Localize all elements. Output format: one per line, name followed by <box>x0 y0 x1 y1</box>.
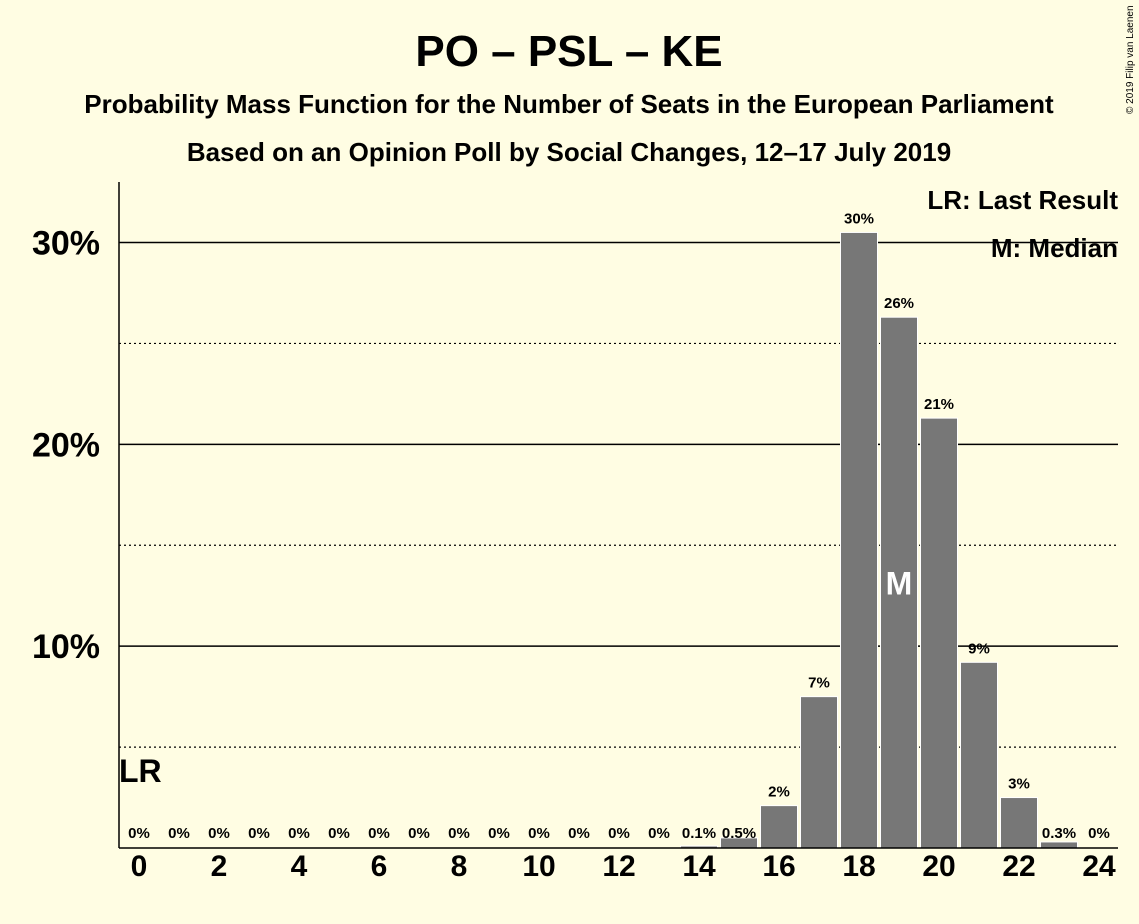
x-tick-label: 18 <box>842 850 875 883</box>
data-label: 0% <box>408 825 430 842</box>
data-label: 0% <box>488 825 510 842</box>
y-tick-label: 30% <box>32 225 100 263</box>
y-tick-label: 10% <box>32 628 100 666</box>
data-label: 0% <box>528 825 550 842</box>
data-label: 0% <box>368 825 390 842</box>
data-label: 0% <box>288 825 310 842</box>
data-label: 3% <box>1008 776 1030 793</box>
data-label: 7% <box>808 675 830 692</box>
x-tick-label: 2 <box>211 850 228 883</box>
x-tick-label: 20 <box>922 850 955 883</box>
data-label: 0.3% <box>1042 825 1076 842</box>
x-tick-label: 22 <box>1002 850 1035 883</box>
x-tick-label: 24 <box>1082 850 1116 883</box>
data-label: 0% <box>328 825 350 842</box>
data-label: 0% <box>648 825 670 842</box>
data-label: 9% <box>968 640 990 657</box>
x-tick-label: 12 <box>602 850 635 883</box>
data-label: 0% <box>1088 825 1110 842</box>
data-label: 2% <box>768 784 790 801</box>
data-label: 0.1% <box>682 825 716 842</box>
data-labels: 0% 0% 0% 0% 0% 0% 0% 0% 0% 0% 0% 0% 0% 0% 0.1% 0.5% 2% 7%… <box>128 210 1110 842</box>
bar <box>1000 797 1038 849</box>
data-label: 0% <box>608 825 630 842</box>
x-tick-label: 0 <box>131 850 148 883</box>
data-label: 0% <box>448 825 470 842</box>
y-tick-label: 20% <box>32 426 100 464</box>
data-label: 0% <box>248 825 270 842</box>
bar <box>800 696 838 849</box>
chart-title: PO – PSL – KE <box>415 27 722 76</box>
data-label: 0% <box>168 825 190 842</box>
bars <box>680 231 1078 849</box>
bar <box>840 231 878 849</box>
x-tick-label: 14 <box>682 850 716 883</box>
bar <box>760 805 798 849</box>
bar <box>960 661 998 849</box>
x-tick-label: 6 <box>371 850 388 883</box>
data-label: 0.5% <box>722 825 756 842</box>
data-label: 0% <box>208 825 230 842</box>
x-tick-label: 10 <box>522 850 555 883</box>
chart-subtitle-2: Based on an Opinion Poll by Social Chang… <box>187 137 951 167</box>
x-tick-label: 16 <box>762 850 795 883</box>
last-result-marker: LR <box>119 753 162 789</box>
data-label: 0% <box>568 825 590 842</box>
bar <box>1040 841 1078 849</box>
legend-median: M: Median <box>991 233 1118 263</box>
x-tick-label: 8 <box>451 850 468 883</box>
data-label: 21% <box>924 396 954 413</box>
legend-last-result: LR: Last Result <box>927 185 1118 215</box>
median-marker: M <box>886 566 913 602</box>
data-label: 26% <box>884 295 914 312</box>
bar <box>880 316 918 849</box>
y-tick-labels: 10% 20% 30% <box>32 225 100 667</box>
copyright-notice: © 2019 Filip van Laenen <box>1125 5 1136 114</box>
x-tick-label: 4 <box>291 850 308 883</box>
x-tick-labels: 0 2 4 6 8 10 12 14 16 18 20 22 24 <box>131 850 1116 883</box>
chart-subtitle: Probability Mass Function for the Number… <box>84 89 1054 119</box>
data-label: 30% <box>844 210 874 227</box>
data-label: 0% <box>128 825 150 842</box>
bar <box>920 417 958 849</box>
